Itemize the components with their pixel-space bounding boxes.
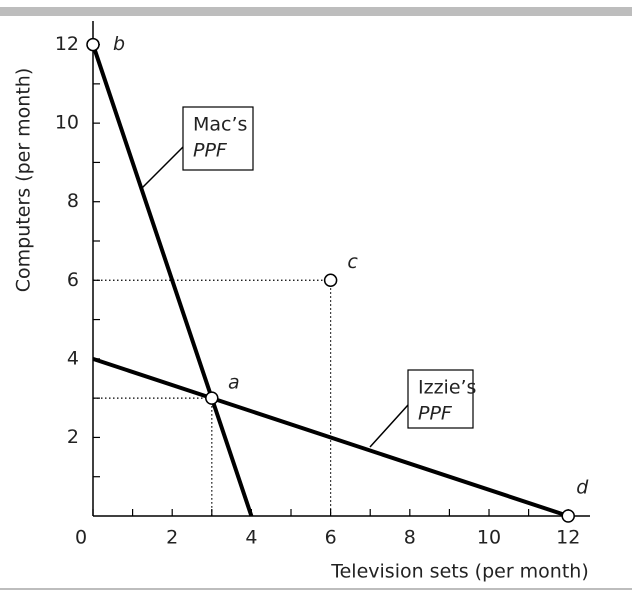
point: [205, 391, 219, 405]
point: [86, 37, 100, 52]
point-label: a: [228, 372, 240, 394]
series-label: PPF: [193, 140, 228, 162]
y-tick-label: 6: [67, 269, 79, 291]
x-tick-label: 2: [166, 527, 178, 549]
series-label: PPF: [418, 403, 453, 425]
x-axis-label: Television sets (per month): [330, 561, 589, 583]
y-tick-label: 10: [55, 112, 79, 134]
x-tick-label: 4: [245, 527, 257, 549]
series-label: Izzie’s: [418, 377, 476, 399]
leader-line: [369, 404, 409, 448]
x-tick-label: 12: [556, 527, 580, 549]
ppf-line: [92, 356, 569, 518]
series-label: Mac’s: [193, 114, 247, 136]
x-tick-label: 10: [477, 527, 501, 549]
point-label: c: [347, 251, 358, 273]
point: [561, 509, 575, 523]
bottom-rule: [0, 588, 632, 590]
point-label: b: [113, 33, 125, 55]
top-bar: [0, 7, 632, 16]
y-axis-label: Computers (per month): [13, 68, 35, 292]
y-tick-label: 12: [55, 33, 79, 55]
label-box: [407, 369, 474, 429]
x-tick-label: 6: [325, 527, 337, 549]
y-tick-label: 8: [67, 190, 79, 212]
point-label: d: [576, 477, 589, 499]
label-box: [182, 106, 254, 171]
point: [323, 273, 338, 288]
leader-line: [141, 146, 184, 189]
x-tick-label: 0: [75, 527, 87, 549]
x-tick-label: 8: [404, 527, 416, 549]
y-tick-label: 2: [67, 426, 79, 448]
ppf-line: [91, 43, 254, 517]
y-tick-label: 4: [67, 347, 79, 369]
